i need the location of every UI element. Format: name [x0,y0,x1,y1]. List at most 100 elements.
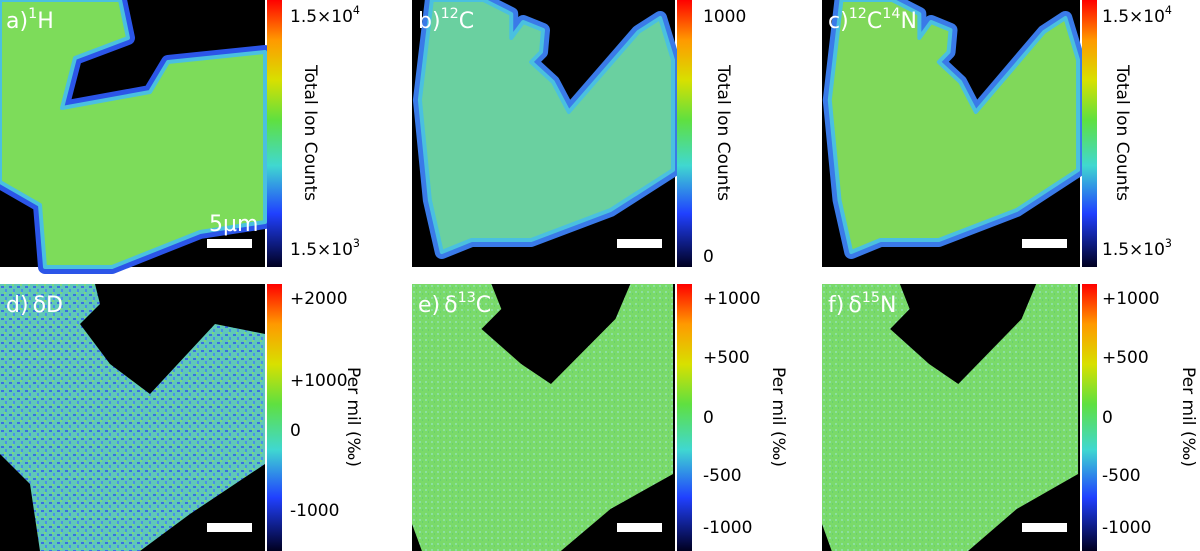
text-part: +500 [1102,348,1149,368]
panel-label: e) δ13C [418,290,491,318]
colorbar-tick-label: 1.5×104 [290,4,360,28]
colorbar-title: Per mil (‰) [768,367,788,467]
text-part: -1000 [703,518,752,538]
superscript: 3 [353,237,360,250]
colorbar-title: Total Ion Counts [1112,64,1132,201]
panel-label: c)12C14N [828,6,917,34]
colorbar [267,0,282,267]
panel-label: a)1H [6,6,54,34]
superscript: 4 [353,4,360,17]
scale-bar [1022,523,1067,532]
colorbar-tick-label: 0 [1102,408,1113,428]
text-part: 1.5×10 [290,7,353,27]
colorbar-title: Per mil (‰) [343,367,363,467]
text-part: +1000 [290,371,348,391]
text-part: N [880,293,896,318]
scale-bar-label: 5µm [209,212,258,237]
text-part: δ [444,293,457,318]
text-part: δD [33,293,63,318]
text-part: f) [828,293,844,318]
colorbar-tick-label: -1000 [290,501,339,521]
text-part: C [867,9,882,34]
colorbar-tick-label: -500 [1102,466,1141,486]
sample-region [0,284,265,551]
panel: a)1H 5µm [0,0,282,274]
colorbar-tick-label: +1000 [703,289,761,309]
text-part: C [476,293,491,318]
text-part: 0 [1102,408,1113,428]
panel: f) δ15N [822,284,1097,551]
superscript: 4 [1165,4,1172,17]
scale-bar [207,523,252,532]
panel: d) δD [0,284,282,551]
colorbar-title: Per mil (‰) [1178,367,1198,467]
panel: e) δ13C [412,284,692,551]
panel-label: b)12C [418,6,474,34]
superscript: 12 [441,6,459,22]
sample-region [0,0,267,269]
colorbar-tick-label: 1.5×104 [1102,4,1172,28]
colorbar [1082,0,1097,267]
text-part: 1000 [703,7,746,27]
sample-region [822,284,1079,551]
text-part: 0 [703,247,714,267]
colorbar-tick-label: +2000 [290,289,348,309]
colorbar [677,0,692,267]
text-part: N [900,9,916,34]
colorbar-tick-label: 1000 [703,7,746,27]
colorbar-tick-label: +1000 [290,371,348,391]
text-part: 1.5×10 [290,240,353,260]
colorbar-tick-label: -1000 [1102,518,1151,538]
text-part: 0 [290,421,301,441]
text-part: +500 [703,348,750,368]
colorbar-tick-label: 0 [703,408,714,428]
text-part: +1000 [703,289,761,309]
text-part: -1000 [290,501,339,521]
scale-bar [1022,239,1067,248]
text-part: -1000 [1102,518,1151,538]
colorbar-tick-label: 0 [290,421,301,441]
sample-region [412,284,674,551]
colorbar-tick-label: -1000 [703,518,752,538]
superscript: 14 [882,6,900,22]
sample-region [417,0,676,254]
scale-bar [617,523,662,532]
text-part: δ [848,293,861,318]
superscript: 13 [458,290,476,306]
text-part: +1000 [1102,289,1160,309]
colorbar [1082,284,1097,551]
colorbar-tick-label: +1000 [1102,289,1160,309]
superscript: 1 [28,6,37,22]
superscript: 15 [862,290,880,306]
colorbar-tick-label: 1.5×103 [1102,237,1172,261]
panel: b)12C [412,0,692,267]
text-part: 1.5×10 [1102,240,1165,260]
colorbar [267,284,282,551]
text-part: e) [418,293,440,318]
colorbar [677,284,692,551]
panel-label: d) δD [6,293,63,318]
scale-bar [617,239,662,248]
colorbar-tick-label: +500 [1102,348,1149,368]
text-part: C [459,9,474,34]
text-part: H [37,9,54,34]
text-part: -500 [703,466,742,486]
superscript: 3 [1165,237,1172,250]
text-part: +2000 [290,289,348,309]
superscript: 12 [849,6,867,22]
colorbar-title: Total Ion Counts [300,64,320,201]
sample-region [827,0,1081,254]
text-part: c) [828,9,849,34]
text-part: a) [6,9,28,34]
scale-bar [207,239,252,248]
panel: c)12C14N [822,0,1097,267]
text-part: d) [6,293,29,318]
colorbar-tick-label: +500 [703,348,750,368]
text-part: 0 [703,408,714,428]
colorbar-title: Total Ion Counts [713,64,733,201]
text-part: b) [418,9,441,34]
colorbar-tick-label: 0 [703,247,714,267]
text-part: 1.5×10 [1102,7,1165,27]
text-part: -500 [1102,466,1141,486]
